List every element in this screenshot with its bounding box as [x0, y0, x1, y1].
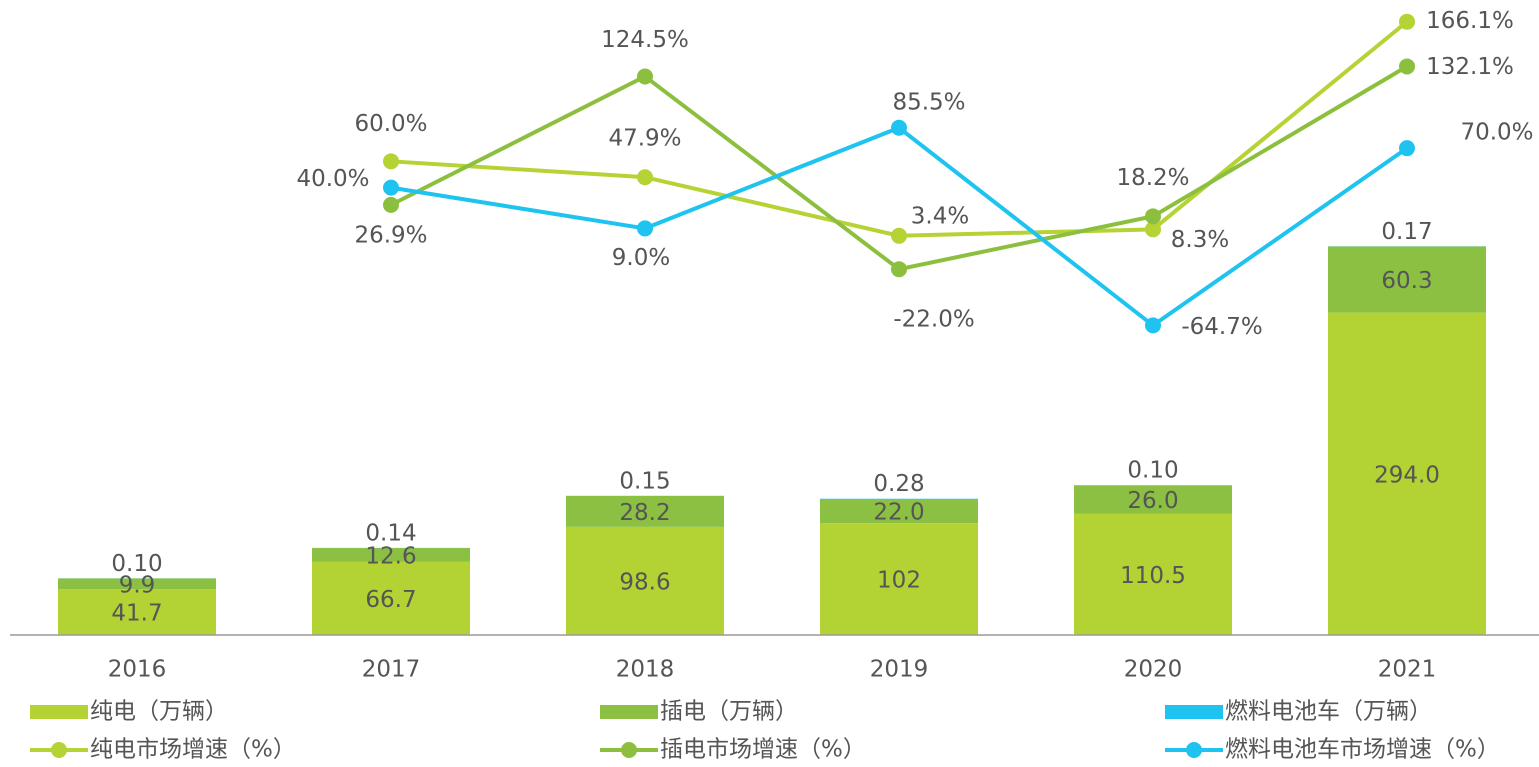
x-tick-label: 2021: [1378, 657, 1437, 683]
line-point: [1145, 221, 1161, 238]
line-value-label: 85.5%: [892, 89, 965, 115]
bar-segment: [312, 548, 470, 562]
bar-segment: [58, 578, 216, 590]
line-point: [383, 153, 399, 170]
line-point: [891, 261, 907, 278]
bar-value-label: 294.0: [1374, 462, 1440, 488]
legend-swatch: [600, 705, 658, 719]
line-value-label: -22.0%: [893, 307, 974, 333]
bar-segment: [1328, 246, 1486, 313]
bar-value-label: 0.28: [873, 471, 924, 497]
line-point: [637, 169, 653, 186]
bar-value-label: 102: [877, 568, 921, 594]
legend-label: 纯电（万辆）: [90, 699, 228, 725]
legend-label: 燃料电池车（万辆）: [1225, 699, 1432, 725]
bar-value-label: 0.10: [111, 551, 162, 577]
bar-value-label: 41.7: [111, 601, 162, 627]
bar-segment: [1328, 312, 1486, 635]
bar-segment: [820, 523, 978, 635]
bar-value-label: 26.0: [1127, 488, 1178, 514]
x-tick-label: 2016: [108, 657, 167, 683]
line-point: [1145, 208, 1161, 225]
line-value-label: 47.9%: [608, 126, 681, 152]
line-point: [891, 119, 907, 136]
x-tick-label: 2019: [870, 657, 929, 683]
legend-label: 纯电市场增速（%）: [90, 737, 296, 763]
line-value-label: -64.7%: [1181, 314, 1262, 340]
x-tick-label: 2018: [616, 657, 675, 683]
line-point: [891, 227, 907, 244]
legend-swatch: [1186, 742, 1202, 758]
bar-value-label: 0.15: [619, 468, 670, 494]
x-tick-label: 2017: [362, 657, 421, 683]
legend-swatch: [30, 705, 88, 719]
bar-value-label: 110.5: [1120, 563, 1186, 589]
bar-value-label: 28.2: [619, 500, 670, 526]
line-value-label: 18.2%: [1116, 165, 1189, 191]
bar-value-label: 12.6: [365, 543, 416, 569]
legend-swatch: [621, 742, 637, 758]
line-value-label: 60.0%: [354, 111, 427, 137]
legend-label: 插电市场增速（%）: [660, 737, 866, 763]
legend-label: 插电（万辆）: [660, 699, 798, 725]
line-point: [637, 220, 653, 237]
bar-segment: [566, 526, 724, 635]
bar-value-label: 0.14: [365, 520, 416, 546]
bar-value-label: 66.7: [365, 587, 416, 613]
line-value-label: 8.3%: [1171, 227, 1229, 253]
line-value-label: 70.0%: [1460, 120, 1533, 146]
bar-segment: [1074, 513, 1232, 635]
line-value-label: 3.4%: [911, 203, 969, 229]
line-point: [1145, 317, 1161, 334]
bar-value-label: 98.6: [619, 569, 670, 595]
line-point: [1399, 58, 1415, 75]
bar-segment: [566, 495, 724, 527]
line-point: [383, 179, 399, 196]
line-point: [637, 68, 653, 85]
legend-swatch: [51, 742, 67, 758]
line-value-label: 9.0%: [612, 245, 670, 271]
bar-value-label: 22.0: [873, 500, 924, 526]
line-value-label: 124.5%: [601, 27, 689, 53]
line-point: [1399, 140, 1415, 157]
x-tick-label: 2020: [1124, 657, 1183, 683]
bar-segment: [820, 499, 978, 524]
bar-value-label: 60.3: [1381, 268, 1432, 294]
line-value-label: 166.1%: [1426, 8, 1514, 34]
line-point: [383, 196, 399, 213]
bar-value-label: 9.9: [119, 572, 156, 598]
line-value-label: 26.9%: [354, 222, 427, 248]
bar-segment: [1074, 485, 1232, 514]
line-value-label: 132.1%: [1426, 54, 1514, 80]
bar-segment: [312, 561, 470, 635]
line-value-label: 40.0%: [296, 166, 369, 192]
bar-value-label: 0.17: [1381, 219, 1432, 245]
line-point: [1399, 13, 1415, 30]
bar-value-label: 0.10: [1127, 458, 1178, 484]
legend-label: 燃料电池车市场增速（%）: [1225, 737, 1500, 763]
bar-segment: [58, 589, 216, 635]
legend-swatch: [1165, 705, 1223, 719]
